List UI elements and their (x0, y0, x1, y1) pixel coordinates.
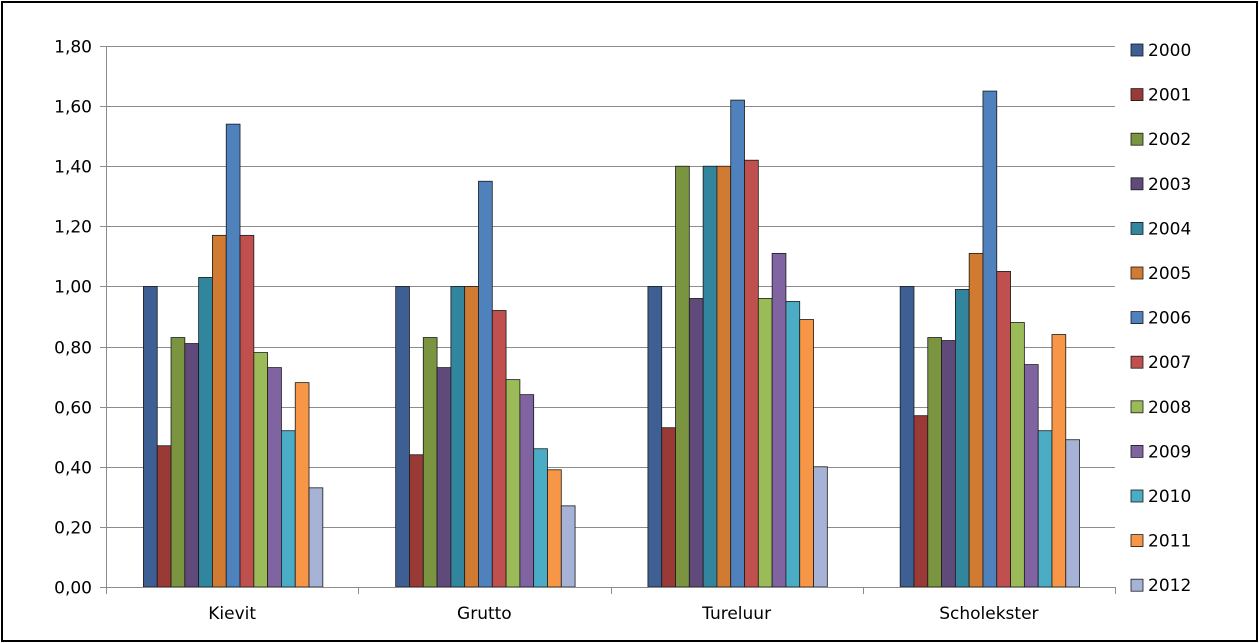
bar-tureluur-2009 (771, 252, 787, 588)
legend-label: 2010 (1148, 487, 1191, 507)
legend-swatch (1130, 132, 1144, 146)
bar-tureluur-2010 (785, 301, 801, 588)
bar-scholekster-2001 (913, 415, 929, 588)
bar-scholekster-2005 (968, 252, 984, 588)
y-axis-tick-labels: 0,00 0,20 0,40 0,60 0,80 1,00 1,20 1,40 1,60 1,80 (54, 38, 106, 599)
bar-tureluur-2004 (702, 165, 718, 588)
y-tick-label: 1,00 (54, 278, 92, 298)
legend-swatch (1130, 311, 1144, 325)
legend: 2000 2001 2002 2003 2004 2005 2006 2007 2008 2009… (1130, 41, 1191, 596)
y-tick-label: 0,80 (54, 339, 92, 359)
bar-grutto-2007 (491, 310, 507, 588)
bar-kievit-2011 (294, 382, 310, 588)
x-axis-category-labels: Kievit Grutto Tureluur Scholekster (208, 604, 1038, 624)
legend-swatch (1130, 534, 1144, 547)
legend-swatch (1130, 444, 1144, 458)
legend-swatch (1130, 400, 1144, 414)
legend-swatch (1130, 355, 1144, 369)
bar-grutto-2001 (409, 454, 424, 588)
bar-scholekster-2009 (1023, 364, 1039, 588)
x-category-label: Tureluur (701, 604, 771, 624)
bar-grutto-2003 (436, 367, 452, 588)
axes (106, 46, 1116, 594)
y-tick-label: 1,60 (54, 98, 92, 118)
bar-tureluur-2003 (688, 298, 704, 588)
y-tick-label: 0,20 (54, 519, 92, 539)
bar-tureluur-2007 (744, 159, 759, 588)
legend-swatch (1130, 88, 1144, 101)
bar-scholekster-2006 (982, 90, 998, 588)
bar-grutto-2002 (422, 337, 438, 588)
bar-grutto-2009 (519, 394, 535, 588)
bar-scholekster-2002 (927, 337, 942, 588)
legend-label: 2006 (1148, 309, 1191, 329)
bar-chart: 0,00 0,20 0,40 0,60 0,80 1,00 1,20 1,40 1,60 1,80… (54, 38, 1191, 625)
bar-kievit-2012 (308, 487, 324, 588)
legend-label: 2000 (1148, 41, 1191, 61)
legend-swatch (1130, 221, 1144, 235)
bar-scholekster-2012 (1065, 439, 1080, 588)
bar-kievit-2007 (239, 234, 255, 588)
bars (143, 90, 1080, 588)
bar-kievit-2003 (184, 343, 200, 588)
bar-tureluur-2000 (647, 286, 663, 588)
y-tick-label: 0,60 (54, 399, 92, 419)
bar-kievit-2008 (253, 352, 269, 588)
bar-grutto-2010 (533, 448, 548, 588)
bar-kievit-2001 (156, 445, 172, 588)
bar-grutto-2008 (505, 379, 521, 588)
x-category-label: Scholekster (939, 604, 1038, 624)
x-category-label: Grutto (457, 604, 512, 624)
bar-scholekster-2010 (1037, 430, 1053, 588)
legend-label: 2003 (1148, 175, 1191, 195)
bar-scholekster-2007 (996, 271, 1011, 588)
y-tick-label: 1,80 (54, 38, 92, 58)
y-tick-label: 1,40 (54, 158, 92, 178)
bar-kievit-2004 (198, 277, 213, 588)
legend-label: 2007 (1148, 353, 1191, 373)
y-tick-label: 0,00 (54, 579, 92, 599)
bar-grutto-2012 (560, 505, 576, 588)
bar-scholekster-2011 (1051, 334, 1067, 588)
bar-tureluur-2012 (813, 466, 828, 588)
bar-scholekster-2004 (954, 289, 970, 588)
legend-swatch (1130, 177, 1144, 191)
bar-scholekster-2003 (941, 340, 956, 588)
bar-kievit-2006 (225, 123, 241, 588)
bar-tureluur-2005 (716, 165, 732, 588)
bar-kievit-2000 (143, 286, 158, 588)
legend-label: 2005 (1148, 264, 1191, 284)
y-tick-label: 0,40 (54, 459, 92, 479)
bar-kievit-2005 (212, 234, 227, 588)
bar-kievit-2002 (170, 337, 186, 588)
x-category-label: Kievit (208, 604, 256, 624)
bar-tureluur-2001 (661, 427, 676, 588)
legend-label: 2001 (1148, 86, 1191, 106)
legend-swatch (1130, 578, 1144, 592)
bar-grutto-2004 (450, 286, 466, 588)
bar-grutto-2000 (395, 286, 410, 588)
bar-scholekster-2008 (1010, 322, 1025, 588)
legend-swatch (1130, 266, 1144, 280)
bar-tureluur-2008 (757, 298, 773, 588)
bar-tureluur-2011 (799, 319, 814, 588)
bar-tureluur-2002 (675, 165, 690, 588)
bar-grutto-2006 (478, 180, 493, 588)
bar-kievit-2009 (267, 367, 282, 588)
legend-swatch (1130, 489, 1144, 503)
legend-swatch (1130, 43, 1144, 57)
legend-label: 2009 (1148, 442, 1191, 462)
bar-grutto-2005 (464, 286, 479, 588)
bar-kievit-2010 (281, 430, 296, 588)
legend-label: 2002 (1148, 130, 1191, 150)
legend-label: 2012 (1148, 576, 1191, 596)
legend-label: 2008 (1148, 398, 1191, 418)
bar-scholekster-2000 (899, 286, 915, 588)
bar-tureluur-2006 (730, 99, 745, 588)
y-tick-label: 1,20 (54, 218, 92, 238)
legend-label: 2004 (1148, 219, 1191, 239)
legend-label: 2011 (1148, 532, 1191, 552)
bar-grutto-2011 (547, 469, 562, 588)
